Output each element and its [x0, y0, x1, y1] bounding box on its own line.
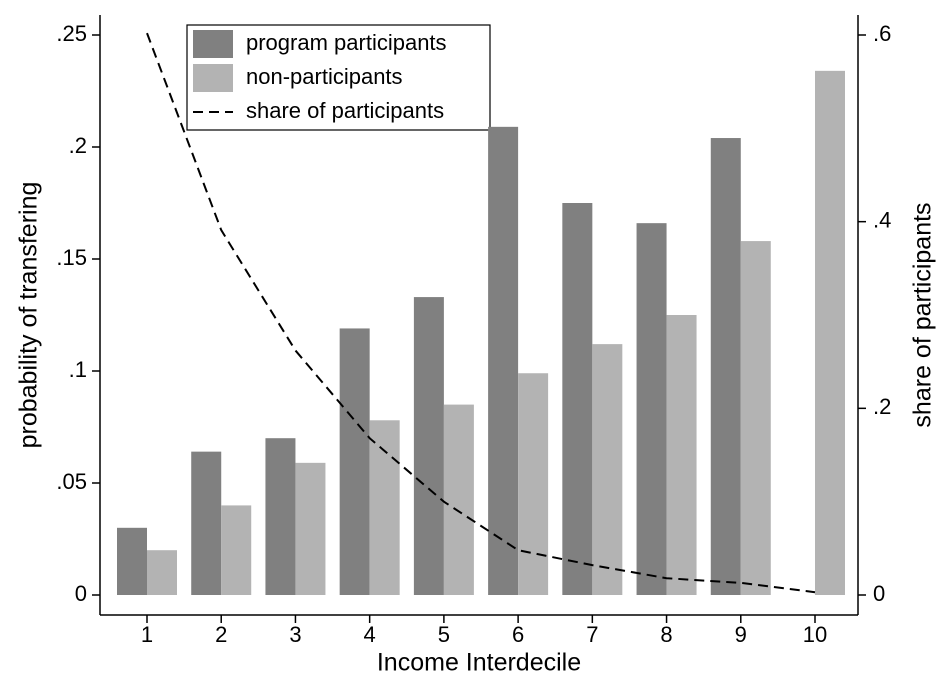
- x-tick-label: 8: [660, 622, 672, 647]
- legend-swatch: [193, 30, 233, 58]
- bar: [147, 550, 177, 595]
- y2-tick-label: .2: [873, 394, 891, 419]
- bar: [815, 70, 845, 596]
- y-tick-label: 0: [75, 581, 87, 606]
- bar: [592, 344, 623, 595]
- x-tick-label: 5: [438, 622, 450, 647]
- bar: [666, 315, 697, 595]
- y2-tick-label: .6: [873, 21, 891, 46]
- legend-label: share of participants: [246, 98, 444, 123]
- bar: [518, 373, 549, 595]
- y-tick-label: .15: [56, 245, 87, 270]
- bar: [117, 527, 147, 595]
- x-tick-label: 1: [141, 622, 153, 647]
- line: [146, 32, 816, 594]
- bar: [562, 203, 593, 595]
- y-tick-label: .1: [69, 357, 87, 382]
- legend-label: non-participants: [246, 64, 403, 89]
- bar: [369, 420, 400, 595]
- y-axis-title: probability of transfering: [15, 182, 43, 449]
- bar: [740, 241, 771, 595]
- y-tick-label: .05: [56, 469, 87, 494]
- x-tick-label: 10: [803, 622, 827, 647]
- x-tick-label: 2: [215, 622, 227, 647]
- y2-axis-title: share of participants: [909, 202, 937, 427]
- bar: [265, 438, 296, 595]
- legend-box: [186, 24, 491, 131]
- y2-tick-label: .4: [873, 207, 891, 232]
- x-tick-label: 9: [735, 622, 747, 647]
- legend-swatch: [193, 64, 233, 92]
- bar: [339, 328, 370, 595]
- y2-tick-label: 0: [873, 581, 885, 606]
- bar: [191, 451, 222, 595]
- legend-label: program participants: [246, 30, 447, 55]
- x-tick-label: 7: [586, 622, 598, 647]
- x-tick-label: 4: [364, 622, 376, 647]
- bar: [710, 138, 741, 596]
- bar: [221, 505, 252, 595]
- x-axis-title: Income Interdecile: [377, 649, 581, 675]
- bar: [443, 404, 474, 595]
- bar: [636, 223, 667, 595]
- y-tick-label: .2: [69, 133, 87, 158]
- bar: [413, 297, 444, 595]
- y-tick-label: .25: [56, 21, 87, 46]
- bar: [295, 462, 326, 595]
- x-tick-label: 3: [289, 622, 301, 647]
- bar: [488, 126, 519, 595]
- x-tick-label: 6: [512, 622, 524, 647]
